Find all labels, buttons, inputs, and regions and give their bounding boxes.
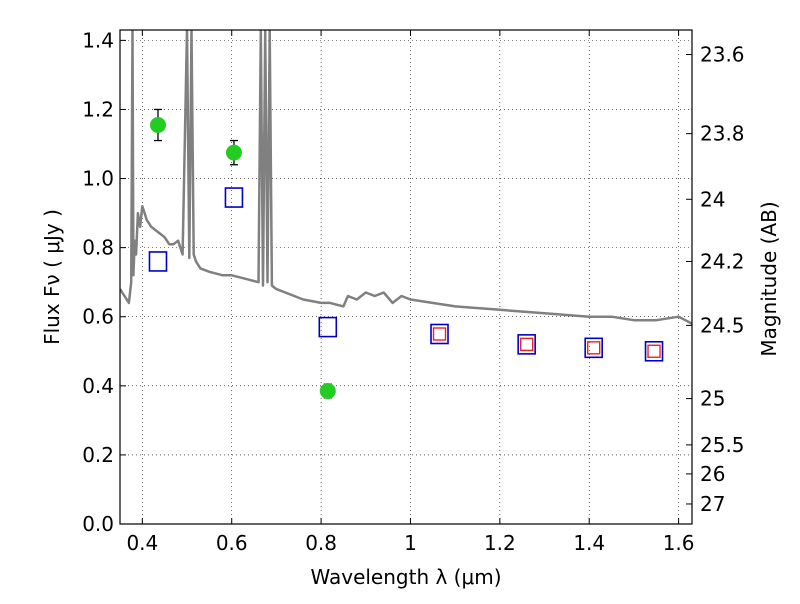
x-tick-label: 0.6 bbox=[216, 531, 248, 555]
y2-tick-label: 27 bbox=[700, 492, 725, 516]
x-tick-label: 1.6 bbox=[663, 531, 695, 555]
y-tick-label: 0.0 bbox=[82, 512, 114, 536]
x-axis-label: Wavelength λ (μm) bbox=[310, 565, 501, 589]
plot-area bbox=[120, 30, 692, 399]
y-axis-label: Flux Fν ( μJy ) bbox=[40, 209, 64, 345]
y-tick-label: 0.8 bbox=[82, 236, 114, 260]
model-box-point bbox=[584, 337, 603, 359]
observed-flux-point bbox=[319, 383, 336, 399]
y-tick-label: 1.2 bbox=[82, 97, 114, 121]
model-inner-box-point bbox=[586, 341, 601, 355]
plot-frame bbox=[119, 29, 693, 525]
y2-tick-label: 23.8 bbox=[700, 122, 745, 146]
y-tick-label: 0.2 bbox=[82, 443, 114, 467]
model-box-point bbox=[517, 334, 536, 355]
y-tick-label: 0.6 bbox=[82, 305, 114, 329]
y-tick-label: 0.4 bbox=[82, 374, 114, 398]
y2-tick-label: 26 bbox=[700, 462, 725, 486]
model-inner-box-point bbox=[519, 337, 534, 352]
y2-tick-label: 24.2 bbox=[700, 249, 745, 273]
template-spectrum-line bbox=[120, 30, 692, 325]
model-box-point bbox=[644, 340, 664, 362]
model-box-point bbox=[148, 251, 168, 272]
y-tick-label: 1.4 bbox=[82, 28, 114, 52]
observed-flux-point bbox=[225, 144, 242, 161]
y2-tick-label: 24 bbox=[700, 187, 725, 211]
y2-tick-label: 24.5 bbox=[700, 313, 745, 337]
x-tick-label: 1 bbox=[404, 531, 417, 555]
model-box-point bbox=[318, 316, 338, 338]
x-tick-label: 1.4 bbox=[573, 531, 605, 555]
y2-tick-label: 25 bbox=[700, 387, 725, 411]
ticks-layer: 0.4 0.6 0.8 1 1.2 1.4 1.6 0.0 0.2 0.4 0.6 0.8 1.0 1.2… bbox=[82, 28, 744, 555]
x-tick-label: 1.2 bbox=[484, 531, 516, 555]
model-inner-box-point bbox=[432, 327, 447, 341]
model-inner-box-point bbox=[647, 344, 661, 358]
grid-layer bbox=[120, 30, 692, 525]
y2-tick-label: 23.6 bbox=[700, 43, 745, 67]
x-tick-label: 0.4 bbox=[126, 531, 158, 555]
model-box-point bbox=[430, 323, 449, 345]
y2-tick-label: 25.5 bbox=[700, 433, 745, 457]
y-tick-label: 1.0 bbox=[82, 167, 114, 191]
y2-axis-label: Magnitude (AB) bbox=[757, 201, 781, 356]
model-box-point bbox=[224, 187, 244, 208]
observed-flux-point bbox=[149, 117, 166, 133]
x-tick-label: 0.8 bbox=[305, 531, 337, 555]
